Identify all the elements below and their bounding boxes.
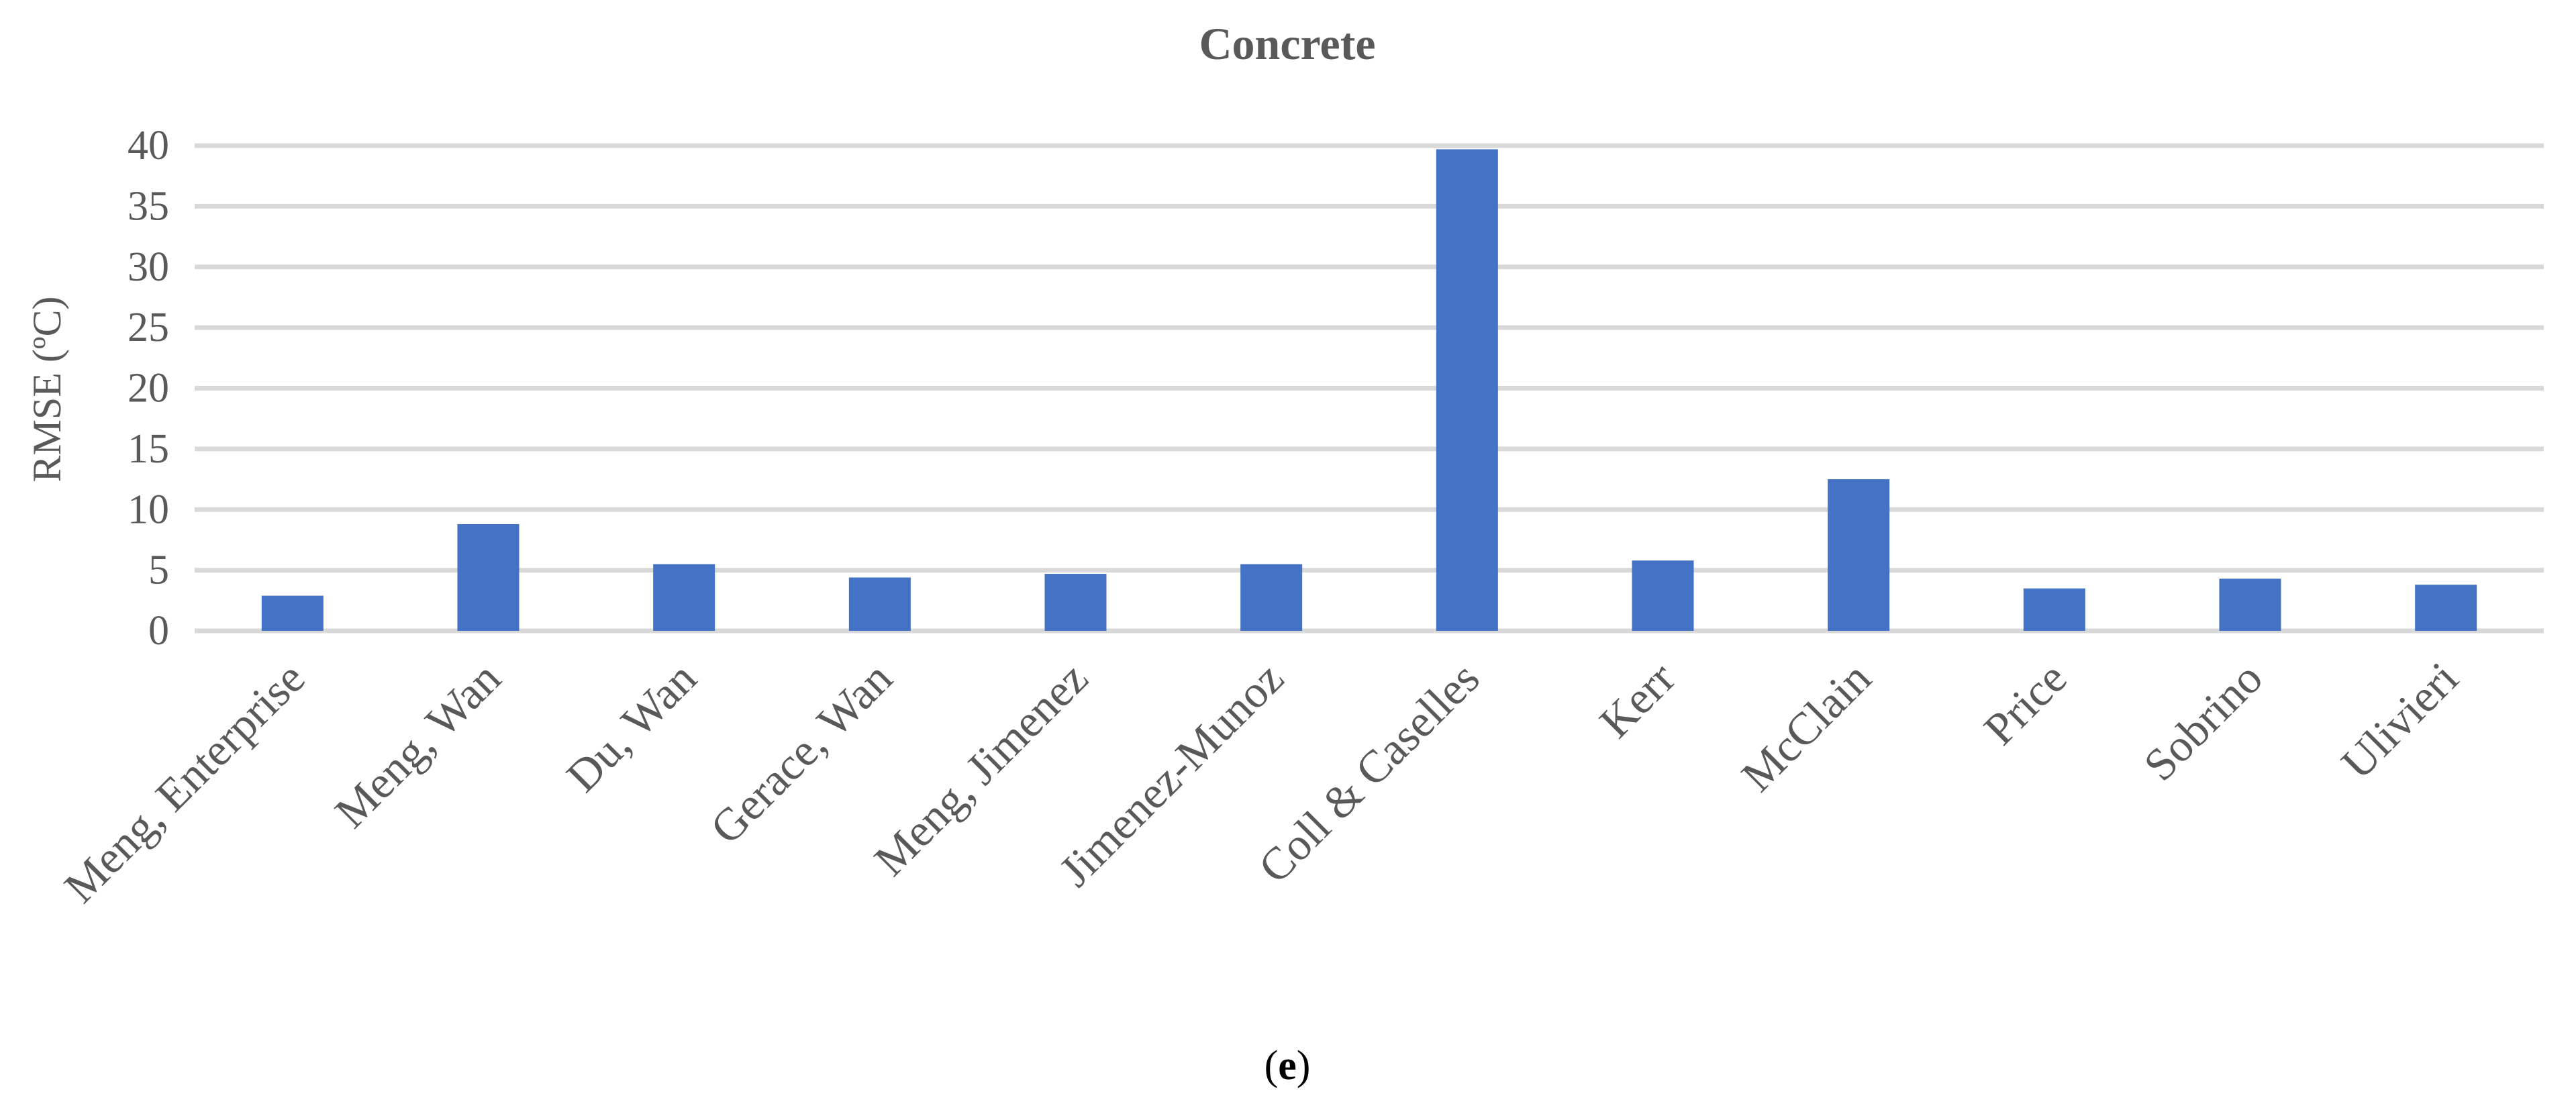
bar [1632,560,1694,631]
x-tick-label: Meng, Wan [325,652,510,838]
y-tick-label: 35 [128,183,169,229]
caption-open-paren: ( [1265,1043,1279,1089]
y-axis-label: RMSE (ºC) [25,297,69,483]
bar [1044,574,1107,631]
x-tick-label: Price [1974,652,2077,755]
x-tick-label: Meng, Enterprise [54,652,315,913]
bar [2415,585,2477,631]
y-tick-label: 20 [128,366,169,411]
caption-letter: e [1278,1043,1297,1089]
x-tick-label: Gerace, Wan [701,652,902,854]
y-tick-label: 25 [128,305,169,350]
x-tick-label: Du, Wan [556,652,706,802]
bar [653,564,715,631]
gridlines [195,143,2544,634]
caption-close-paren: ) [1297,1043,1311,1089]
y-tick-label: 30 [128,244,169,290]
x-tick-label: Ulivieri [2331,652,2467,789]
figure-caption: (e) [1265,1043,1311,1089]
bar [848,577,911,631]
bars [261,149,2477,632]
y-axis-ticks: 0 5 10 15 20 25 30 35 40 [128,123,169,654]
y-tick-label: 10 [128,487,169,532]
x-tick-label: Kerr [1589,652,1685,748]
bar [1436,149,1498,632]
bar [457,523,519,631]
chart-title: Concrete [1199,18,1375,69]
y-tick-label: 0 [148,608,169,654]
y-tick-label: 15 [128,426,169,472]
bar [261,595,324,631]
x-axis-ticks: Meng, Enterprise Meng, Wan Du, WanGerace, … [54,652,2468,913]
bar [1828,479,1890,631]
y-tick-label: 40 [128,123,169,168]
bar [2023,588,2085,631]
y-tick-label: 5 [148,548,169,593]
x-tick-label: McClain [1732,652,1881,801]
bar [2219,579,2281,631]
bar [1240,564,1303,631]
x-tick-label: Sobrino [2134,652,2272,791]
